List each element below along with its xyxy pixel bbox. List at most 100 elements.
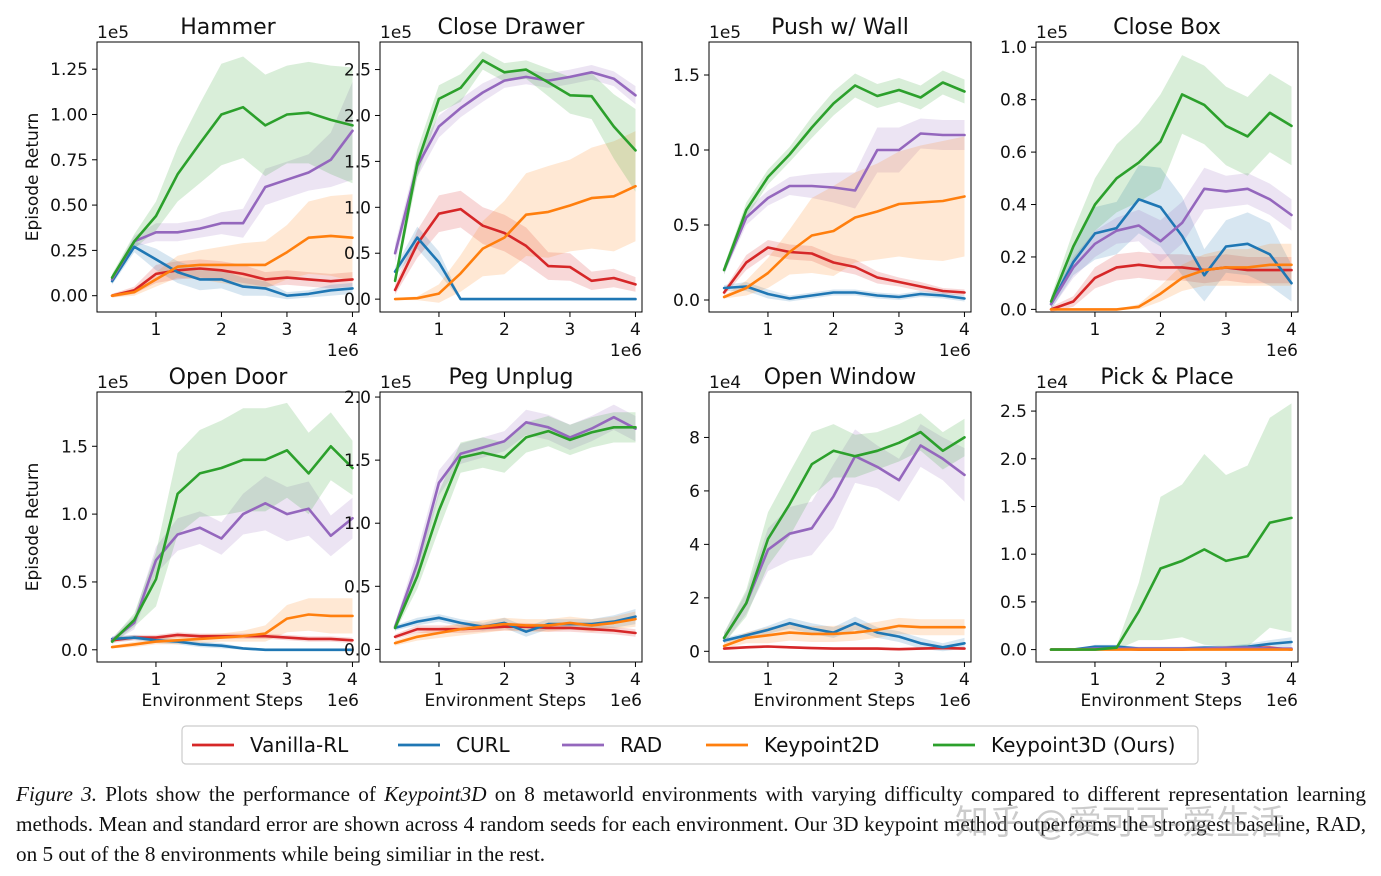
x-tick-label: 4 [630,670,641,690]
y-tick-label: 1.0 [673,141,700,161]
line-curl [722,285,966,300]
legend-item-keypoint3d-ours: Keypoint3D (Ours) [933,733,1175,757]
line-vanilla-rl [110,267,354,298]
x-tick-label: 1 [151,670,162,690]
band-keypoint2d [395,131,636,303]
line-keypoint3d-ours [393,59,637,283]
y-tick-label: 0.6 [1000,143,1027,163]
x-tick-label: 3 [565,320,576,340]
legend-label: Keypoint2D [764,733,879,757]
y-tick-label: 2.0 [1000,450,1027,470]
x-tick-label: 4 [959,320,970,340]
x-axis-label: Environment Steps [1080,691,1242,711]
y-tick-label: 0.0 [1000,300,1027,320]
line-keypoint2d [722,195,966,299]
y-tick-label: 2.5 [1000,402,1027,422]
line-keypoint3d-ours [110,105,354,279]
band-curl [395,609,636,637]
caption-text-pre: Plots show the performance of [97,782,385,806]
band-keypoint3d-ours [395,412,636,632]
panel-title: Pick & Place [1100,365,1233,390]
caption-text-post: on 8 metaworld environments with varying… [16,782,1366,866]
legend-item-rad: RAD [562,733,662,757]
plot-area [722,70,966,302]
line-curl [393,236,637,301]
x-multiplier: 1e6 [1266,341,1298,361]
plot-area [393,51,637,303]
y-multiplier: 1e5 [380,23,412,43]
x-tick-label: 3 [894,320,905,340]
legend-label: Keypoint3D (Ours) [991,733,1175,757]
panel-title: Hammer [180,15,276,40]
axes-frame [708,391,972,663]
line-rad [722,132,966,272]
panel-peg-unplug: 0.0 0.5 1.0 1.5 2.0 1 2 3 4 1e5 1e6 Peg Unplug Envir… [344,365,643,711]
y-tick-label: 0.0 [344,290,371,310]
x-tick-label: 1 [434,670,445,690]
x-tick-label: 1 [1090,670,1101,690]
panel-close-drawer: 0.0 0.5 1.0 1.5 2.0 2.5 1 2 3 4 1e5 1e6 Close Drawer [344,15,643,361]
y-tick-label: 1.0 [344,198,371,218]
plot-area [1049,403,1293,651]
y-tick-label: 0.5 [344,577,371,597]
x-tick-label: 4 [1286,670,1297,690]
x-multiplier: 1e6 [939,341,971,361]
band-curl [112,634,353,652]
y-tick-label: 0.5 [61,573,88,593]
band-rad [724,424,965,644]
band-curl [1051,165,1292,310]
band-rad [724,118,965,275]
legend-label: CURL [456,733,511,757]
line-vanilla-rl [1049,263,1293,311]
line-rad [393,71,637,255]
x-multiplier: 1e6 [1266,691,1298,711]
x-tick-label: 2 [828,320,839,340]
y-tick-label: 0.2 [1000,248,1027,268]
y-tick-label: 1.0 [1000,38,1027,58]
x-tick-label: 2 [216,320,227,340]
panel-title: Open Door [169,365,289,390]
y-tick-label: 0.0 [673,291,700,311]
band-vanilla-rl [724,240,965,296]
x-tick-label: 2 [499,670,510,690]
y-axis-label: Episode Return [23,463,43,592]
band-keypoint3d-ours [1051,55,1292,307]
x-tick-label: 4 [347,670,358,690]
legend-label: Vanilla-RL [250,733,349,757]
x-tick-label: 1 [151,320,162,340]
x-tick-label: 1 [763,670,774,690]
line-rad [110,129,354,281]
x-tick-label: 4 [1286,320,1297,340]
x-tick-label: 3 [1221,670,1232,690]
y-axis-label: Episode Return [23,113,43,242]
line-keypoint2d [393,184,637,301]
x-tick-label: 1 [1090,320,1101,340]
panel-title: Close Drawer [438,15,586,40]
x-tick-label: 2 [828,670,839,690]
band-rad [112,476,353,643]
y-multiplier: 1e5 [97,23,129,43]
line-curl [110,245,354,298]
line-keypoint3d-ours [722,81,966,272]
x-multiplier: 1e6 [327,691,359,711]
line-keypoint3d-ours [1049,516,1293,651]
line-rad [110,501,354,642]
y-multiplier: 1e4 [1036,373,1068,393]
x-tick-label: 1 [763,320,774,340]
legend-item-curl: CURL [398,733,511,757]
x-tick-label: 4 [959,670,970,690]
legend-item-keypoint2d: Keypoint2D [706,733,879,757]
line-curl [722,621,966,649]
y-tick-label: 1.25 [50,60,88,80]
band-keypoint3d-ours [395,51,636,286]
y-tick-label: 1.5 [1000,497,1027,517]
y-tick-label: 0.0 [61,641,88,661]
band-vanilla-rl [395,190,636,295]
band-keypoint2d [112,598,353,649]
figure-caption: Figure 3. Plots show the performance of … [16,779,1366,869]
panel-pick-place: 0.0 0.5 1.0 1.5 2.0 2.5 1 2 3 4 1e4 1e6 Pick & Place… [1000,365,1299,711]
panel-hammer: 0.00 0.25 0.50 0.75 1.00 1.25 1 2 3 4 1e5 1e6 Hammer… [23,15,360,361]
x-axis-label: Environment Steps [424,691,586,711]
line-vanilla-rl [393,207,637,292]
